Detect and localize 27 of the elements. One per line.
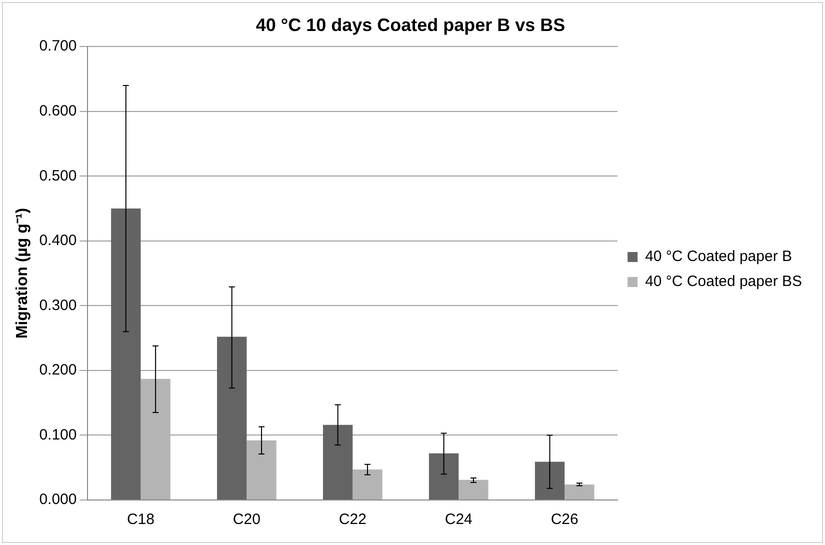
y-tick-label: 0.700 xyxy=(39,38,77,55)
x-tick-label: C20 xyxy=(232,511,260,528)
bar xyxy=(217,336,247,500)
bar xyxy=(564,484,594,500)
x-tick-label: C26 xyxy=(550,511,578,528)
chart-title: 40 °C 10 days Coated paper B vs BS xyxy=(256,14,566,35)
bar xyxy=(140,378,170,500)
bar xyxy=(534,462,565,500)
bar xyxy=(428,453,459,500)
y-tick-label: 0.400 xyxy=(39,232,77,250)
y-axis-title: Migration (µg g⁻¹) xyxy=(14,208,32,339)
x-tick-label: C24 xyxy=(444,511,472,528)
y-tick-label: 0.200 xyxy=(39,362,77,379)
x-tick-label: C22 xyxy=(338,511,366,528)
bar xyxy=(322,424,353,500)
bar xyxy=(246,440,276,500)
legend-label: 40 °C Coated paper BS xyxy=(645,273,802,290)
y-tick-label: 0.000 xyxy=(39,491,77,508)
bar xyxy=(458,480,488,500)
y-tick-label: 0.600 xyxy=(39,102,77,120)
y-tick-label: 0.300 xyxy=(39,296,77,314)
bar xyxy=(352,470,382,500)
y-tick-label: 0.100 xyxy=(39,426,77,444)
x-tick-label: C18 xyxy=(126,511,154,528)
legend-label: 40 °C Coated paper B xyxy=(645,248,792,266)
bar xyxy=(111,208,141,500)
y-tick-label: 0.500 xyxy=(39,167,77,184)
